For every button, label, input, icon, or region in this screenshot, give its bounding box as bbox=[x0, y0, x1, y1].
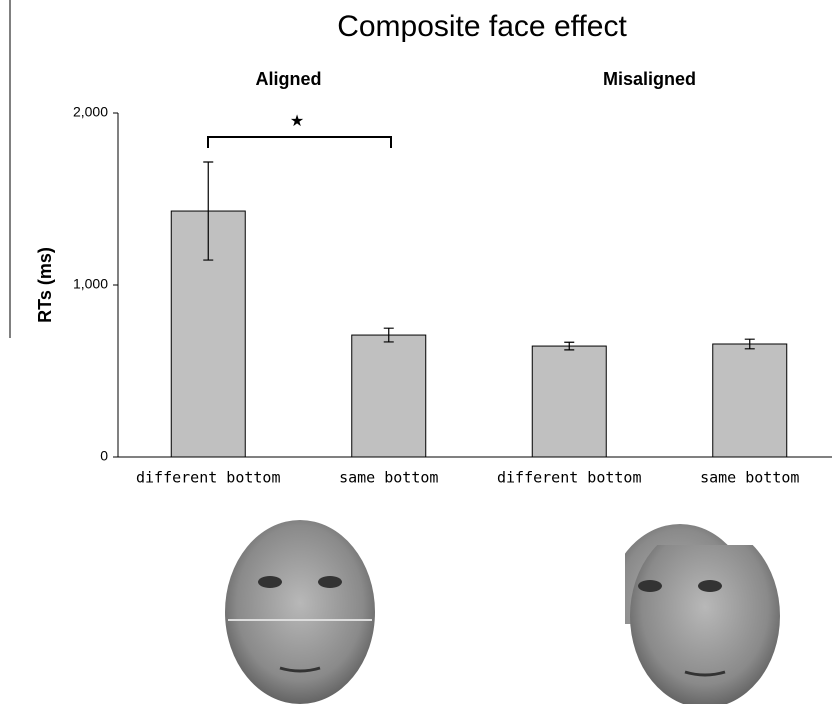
bar bbox=[713, 344, 787, 457]
chart-title: Composite face effect bbox=[337, 10, 627, 43]
x-tick-label: different bottom bbox=[497, 469, 642, 487]
y-tick-label: 1,000 bbox=[73, 276, 108, 292]
x-tick-label: same bottom bbox=[700, 469, 799, 487]
significance-label: ★ bbox=[290, 113, 304, 130]
y-tick-label: 0 bbox=[100, 448, 108, 464]
face-misaligned bbox=[600, 524, 780, 704]
y-axis-label: RTs (ms) bbox=[35, 247, 55, 323]
x-tick-label: different bottom bbox=[136, 469, 281, 487]
bar bbox=[352, 335, 426, 457]
significance-bracket bbox=[208, 137, 391, 148]
chart: Composite face effect RTs (ms) ★ 0 1,000 2… bbox=[0, 0, 832, 704]
y-tick-label: 2,000 bbox=[73, 104, 108, 120]
x-tick-label: same bottom bbox=[339, 469, 438, 487]
group-label: Misaligned bbox=[603, 69, 696, 89]
face-aligned bbox=[225, 520, 375, 704]
group-label: Aligned bbox=[256, 69, 322, 89]
bar bbox=[532, 346, 606, 457]
